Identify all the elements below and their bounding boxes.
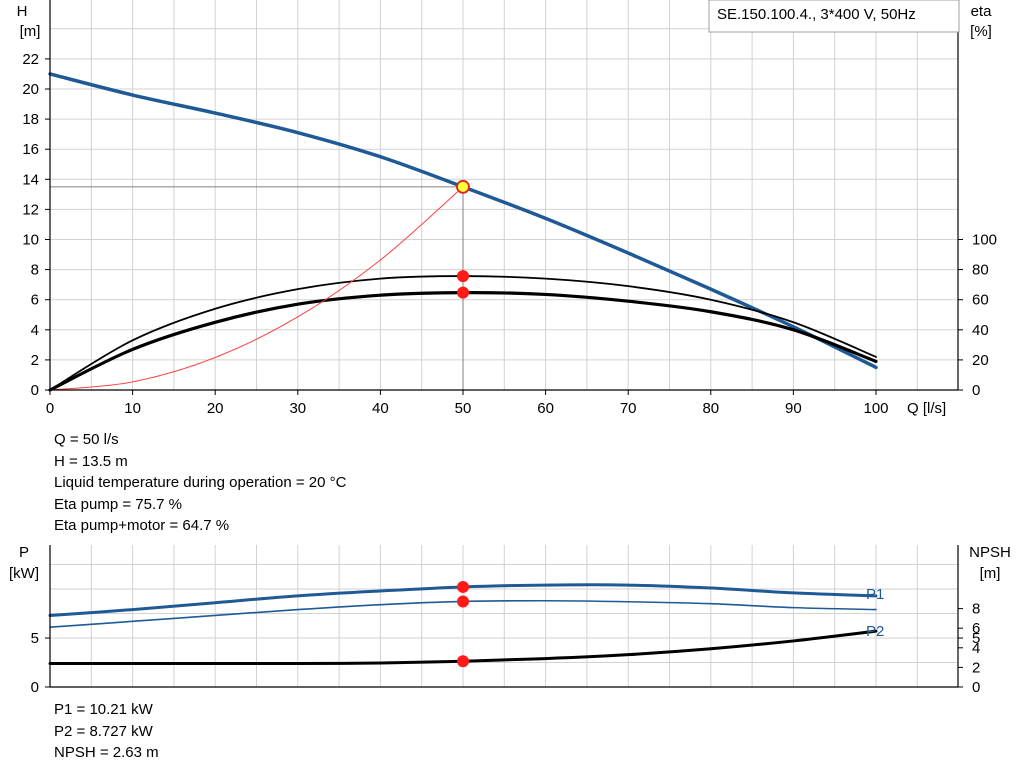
bottom-y2-tick-label: 5	[972, 630, 980, 647]
top-y-tick-label: 8	[31, 262, 39, 279]
power-info: P1 = 10.21 kW P2 = 8.727 kW NPSH = 2.63 …	[54, 699, 159, 764]
top-y2-tick-label: 40	[972, 322, 989, 339]
chart-title: SE.150.100.4., 3*400 V, 50Hz	[717, 6, 916, 23]
top-y-tick-label: 14	[22, 171, 39, 188]
bottom-y2-tick-label: 8	[972, 601, 980, 618]
top-x-tick-label: 40	[372, 400, 389, 417]
top-y-tick-label: 12	[22, 201, 39, 218]
top-chart-series	[48, 72, 878, 392]
top-y2-tick-label: 0	[972, 382, 980, 399]
info-flow: Q = 50 l/s	[54, 431, 119, 448]
top-y2-tick-label: 60	[972, 292, 989, 309]
top-x-tick-label: 80	[702, 400, 719, 417]
top-y-tick-label: 4	[31, 322, 39, 339]
legend-p2: P2	[866, 623, 884, 640]
top-x-tick-label: 0	[46, 400, 54, 417]
bottom-y-tick-label: 0	[31, 679, 39, 696]
bottom-y-axis-label: P	[19, 544, 29, 561]
marker-p1	[457, 580, 469, 593]
marker-eta-pump	[457, 270, 469, 283]
bottom-y-axis-unit: [kW]	[9, 565, 39, 582]
top-y2-axis-unit: [%]	[970, 23, 992, 40]
info-npsh: NPSH = 2.63 m	[54, 744, 159, 761]
top-x-axis-label: Q [l/s]	[907, 400, 946, 417]
top-y2-tick-label: 20	[972, 352, 989, 369]
bottom-y2-tick-label: 2	[972, 659, 980, 676]
bottom-chart-grid	[49, 545, 958, 688]
top-x-tick-label: 70	[620, 400, 637, 417]
top-y-tick-label: 20	[22, 81, 39, 98]
series-system-curve-line	[49, 186, 464, 391]
bottom-y2-tick-label: 6	[972, 620, 980, 637]
info-eta-total: Eta pump+motor = 64.7 %	[54, 517, 230, 534]
bottom-y2-axis-unit: [m]	[980, 565, 1001, 582]
info-eta-pump: Eta pump = 75.7 %	[54, 495, 182, 513]
info-p2: P2 = 8.727 kW	[54, 722, 153, 740]
top-y-tick-label: 18	[22, 111, 39, 128]
top-chart-axes: 0 10 20 30 40 50 60 70 80 90 100 0 2 4 6 8 10 12 14 16 18 20 2…	[22, 0, 997, 417]
operating-point-info: Q = 50 l/s H = 13.5 m Liquid temperature…	[54, 429, 346, 537]
legend-p1: P1	[866, 586, 884, 603]
info-p1: P1 = 10.21 kW	[54, 701, 153, 718]
bottom-y2-tick-label: 0	[972, 679, 980, 696]
bottom-y2-axis-label: NPSH	[969, 544, 1011, 561]
info-temperature: Liquid temperature during operation = 20…	[54, 474, 347, 491]
top-y-tick-label: 2	[31, 352, 39, 369]
top-y-axis-label: H	[17, 3, 28, 20]
bottom-y2-tick-label: 4	[972, 640, 980, 657]
operating-point-marker	[456, 179, 470, 194]
top-y-axis-unit: [m]	[20, 23, 41, 40]
top-y2-axis-label: eta	[971, 3, 993, 20]
marker-p2	[457, 595, 469, 608]
bottom-y-tick-label: 5	[31, 630, 39, 647]
top-y-tick-label: 22	[22, 51, 39, 68]
top-y2-tick-label: 100	[972, 232, 997, 249]
top-x-tick-label: 30	[289, 400, 306, 417]
top-x-tick-label: 60	[537, 400, 554, 417]
bottom-chart-series	[48, 580, 878, 668]
top-x-tick-label: 50	[455, 400, 472, 417]
top-x-tick-label: 10	[124, 400, 141, 417]
info-head: H = 13.5 m	[54, 452, 128, 470]
chart-title-box	[708, 0, 960, 33]
top-x-tick-label: 90	[785, 400, 802, 417]
top-y-tick-label: 10	[22, 232, 39, 249]
marker-eta-total	[457, 286, 469, 299]
top-x-tick-label: 100	[863, 400, 888, 417]
top-y-tick-label: 0	[31, 382, 39, 399]
top-y2-tick-label: 80	[972, 262, 989, 279]
marker-npsh	[457, 655, 469, 668]
top-y-tick-label: 6	[31, 292, 39, 309]
top-y-tick-label: 16	[22, 141, 39, 158]
top-x-tick-label: 20	[207, 400, 224, 417]
